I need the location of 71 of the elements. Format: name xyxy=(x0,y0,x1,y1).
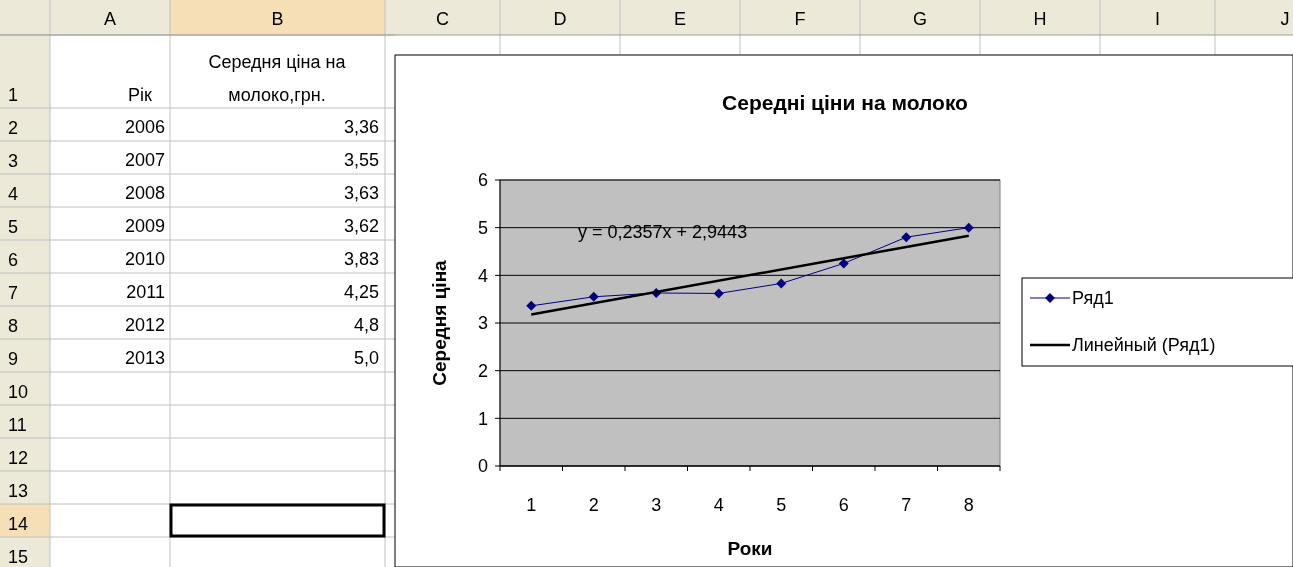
text: 2 xyxy=(8,118,19,138)
x-tick-label: 5 xyxy=(776,495,787,515)
y-axis-title: Середня ціна xyxy=(429,259,450,386)
text: 10 xyxy=(8,382,29,402)
text: C xyxy=(436,9,449,29)
text: J xyxy=(1280,9,1290,29)
text: 3,83 xyxy=(343,249,379,269)
text: F xyxy=(794,9,806,29)
text: 3,36 xyxy=(343,117,379,137)
x-tick-label: 1 xyxy=(526,495,537,515)
text: 2010 xyxy=(124,249,165,269)
text: 7 xyxy=(8,283,19,303)
text: 2008 xyxy=(124,183,165,203)
legend-label: Ряд1 xyxy=(1072,288,1114,309)
text: 4,8 xyxy=(353,315,379,335)
x-tick-label: 6 xyxy=(838,495,849,515)
text: 3 xyxy=(8,151,19,171)
x-tick-label: 3 xyxy=(651,495,662,515)
text: 3,55 xyxy=(343,150,379,170)
text: 14 xyxy=(8,514,29,534)
text: 9 xyxy=(8,349,19,369)
point xyxy=(588,291,599,302)
x-tick-label: 8 xyxy=(963,495,974,515)
text: 3,63 xyxy=(343,183,379,203)
text: 8 xyxy=(8,316,19,336)
text: 2006 xyxy=(124,117,165,137)
text: 4 xyxy=(8,184,19,204)
text: G xyxy=(912,9,928,29)
text: 1 xyxy=(8,85,19,105)
text: 15 xyxy=(8,547,29,567)
y-tick-label: 6 xyxy=(477,170,488,191)
x-tick-label: 2 xyxy=(588,495,599,515)
text: 12 xyxy=(8,448,29,468)
point xyxy=(526,300,537,311)
y-tick-label: 0 xyxy=(477,456,488,477)
text: 5,0 xyxy=(353,348,379,368)
point xyxy=(963,222,974,233)
text: 11 xyxy=(8,415,27,435)
y-tick-label: 1 xyxy=(477,408,488,429)
text: Рік xyxy=(128,85,153,105)
text: B xyxy=(271,9,284,29)
y-tick-label: 2 xyxy=(477,360,488,381)
text: 3,62 xyxy=(343,216,379,236)
text: I xyxy=(1154,9,1161,29)
text: 13 xyxy=(8,481,29,501)
y-tick-label: 4 xyxy=(477,265,488,286)
x-tick-label: 4 xyxy=(713,495,724,515)
legend-label: Линейный (Ряд1) xyxy=(1072,335,1216,356)
chart-title: Середні ціни на молоко xyxy=(722,91,968,114)
y-tick-label: 5 xyxy=(477,217,488,238)
annotation: y = 0,2357x + 2,9443 xyxy=(578,222,748,242)
text: D xyxy=(553,9,567,29)
text: A xyxy=(103,9,117,29)
point xyxy=(838,258,849,269)
text: 4,25 xyxy=(343,282,379,302)
text: 2013 xyxy=(124,348,165,368)
text: 2011 xyxy=(126,282,165,302)
text: 2009 xyxy=(124,216,165,236)
point xyxy=(901,232,912,243)
text: 5 xyxy=(8,217,19,237)
x-tick-label: 7 xyxy=(901,495,912,515)
text: 2007 xyxy=(124,150,165,170)
text: 2012 xyxy=(124,315,165,335)
text: H xyxy=(1033,9,1047,29)
text: Середня ціна на молоко,грн. xyxy=(208,52,347,105)
point xyxy=(713,288,724,299)
text: 6 xyxy=(8,250,19,270)
y-tick-label: 3 xyxy=(477,313,488,334)
text: E xyxy=(673,9,687,29)
x-axis-title: Роки xyxy=(727,538,773,559)
point xyxy=(776,278,787,289)
